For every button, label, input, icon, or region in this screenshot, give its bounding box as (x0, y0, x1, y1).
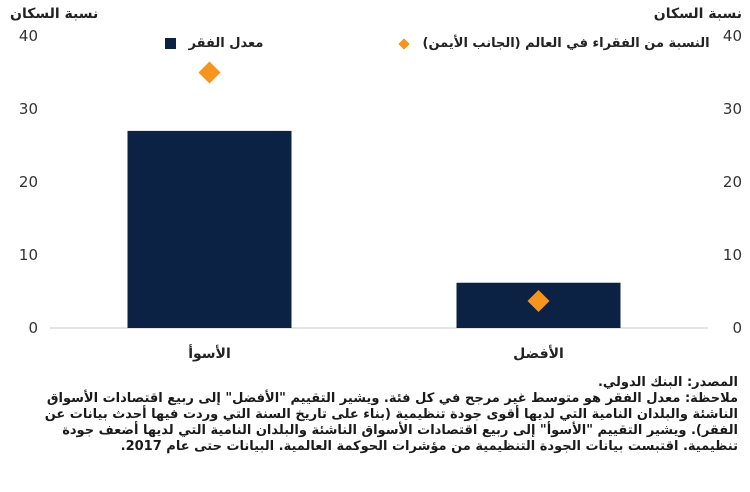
category-label: الأفضل (513, 345, 564, 362)
legend-item-poverty-rate: معدل الفقر (165, 36, 263, 51)
right-tick-label: 40 (723, 27, 742, 45)
chart-notes: المصدر: البنك الدولي. ملاحظة: معدل الفقر… (18, 375, 738, 455)
right-tick-label: 20 (723, 173, 742, 191)
category-label: الأسوأ (188, 344, 231, 362)
legend-item-share-of-poor: النسبة من الفقراء في العالم (الجانب الأي… (398, 36, 710, 51)
legend-label-poverty-rate: معدل الفقر (188, 36, 264, 51)
diamond-point-best (527, 289, 550, 312)
diamond-point-worst (198, 61, 221, 84)
bar-worst (127, 130, 292, 328)
chart-canvas: 0 10 20 30 40 0 10 20 30 40 الأسوأ الأفضل (19, 27, 742, 362)
legend-label-share-of-poor: النسبة من الفقراء في العالم (الجانب الأي… (422, 36, 710, 51)
left-tick-label: 10 (19, 246, 38, 264)
source-note: المصدر: البنك الدولي. (597, 375, 738, 390)
legend-swatch-poverty-rate (165, 38, 176, 49)
right-tick-label: 10 (723, 246, 742, 264)
methodology-note: ملاحظة: معدل الفقر هو متوسط غير مرجح في … (44, 391, 738, 454)
right-tick-label: 30 (723, 100, 742, 118)
left-tick-label: 40 (19, 27, 38, 45)
left-tick-label: 0 (28, 319, 38, 337)
right-tick-label: 0 (732, 319, 742, 337)
left-axis-title: نسبة السكان (10, 6, 99, 22)
left-tick-label: 20 (19, 173, 38, 191)
left-tick-label: 30 (19, 100, 38, 118)
right-axis-title: نسبة السكان (653, 6, 742, 22)
